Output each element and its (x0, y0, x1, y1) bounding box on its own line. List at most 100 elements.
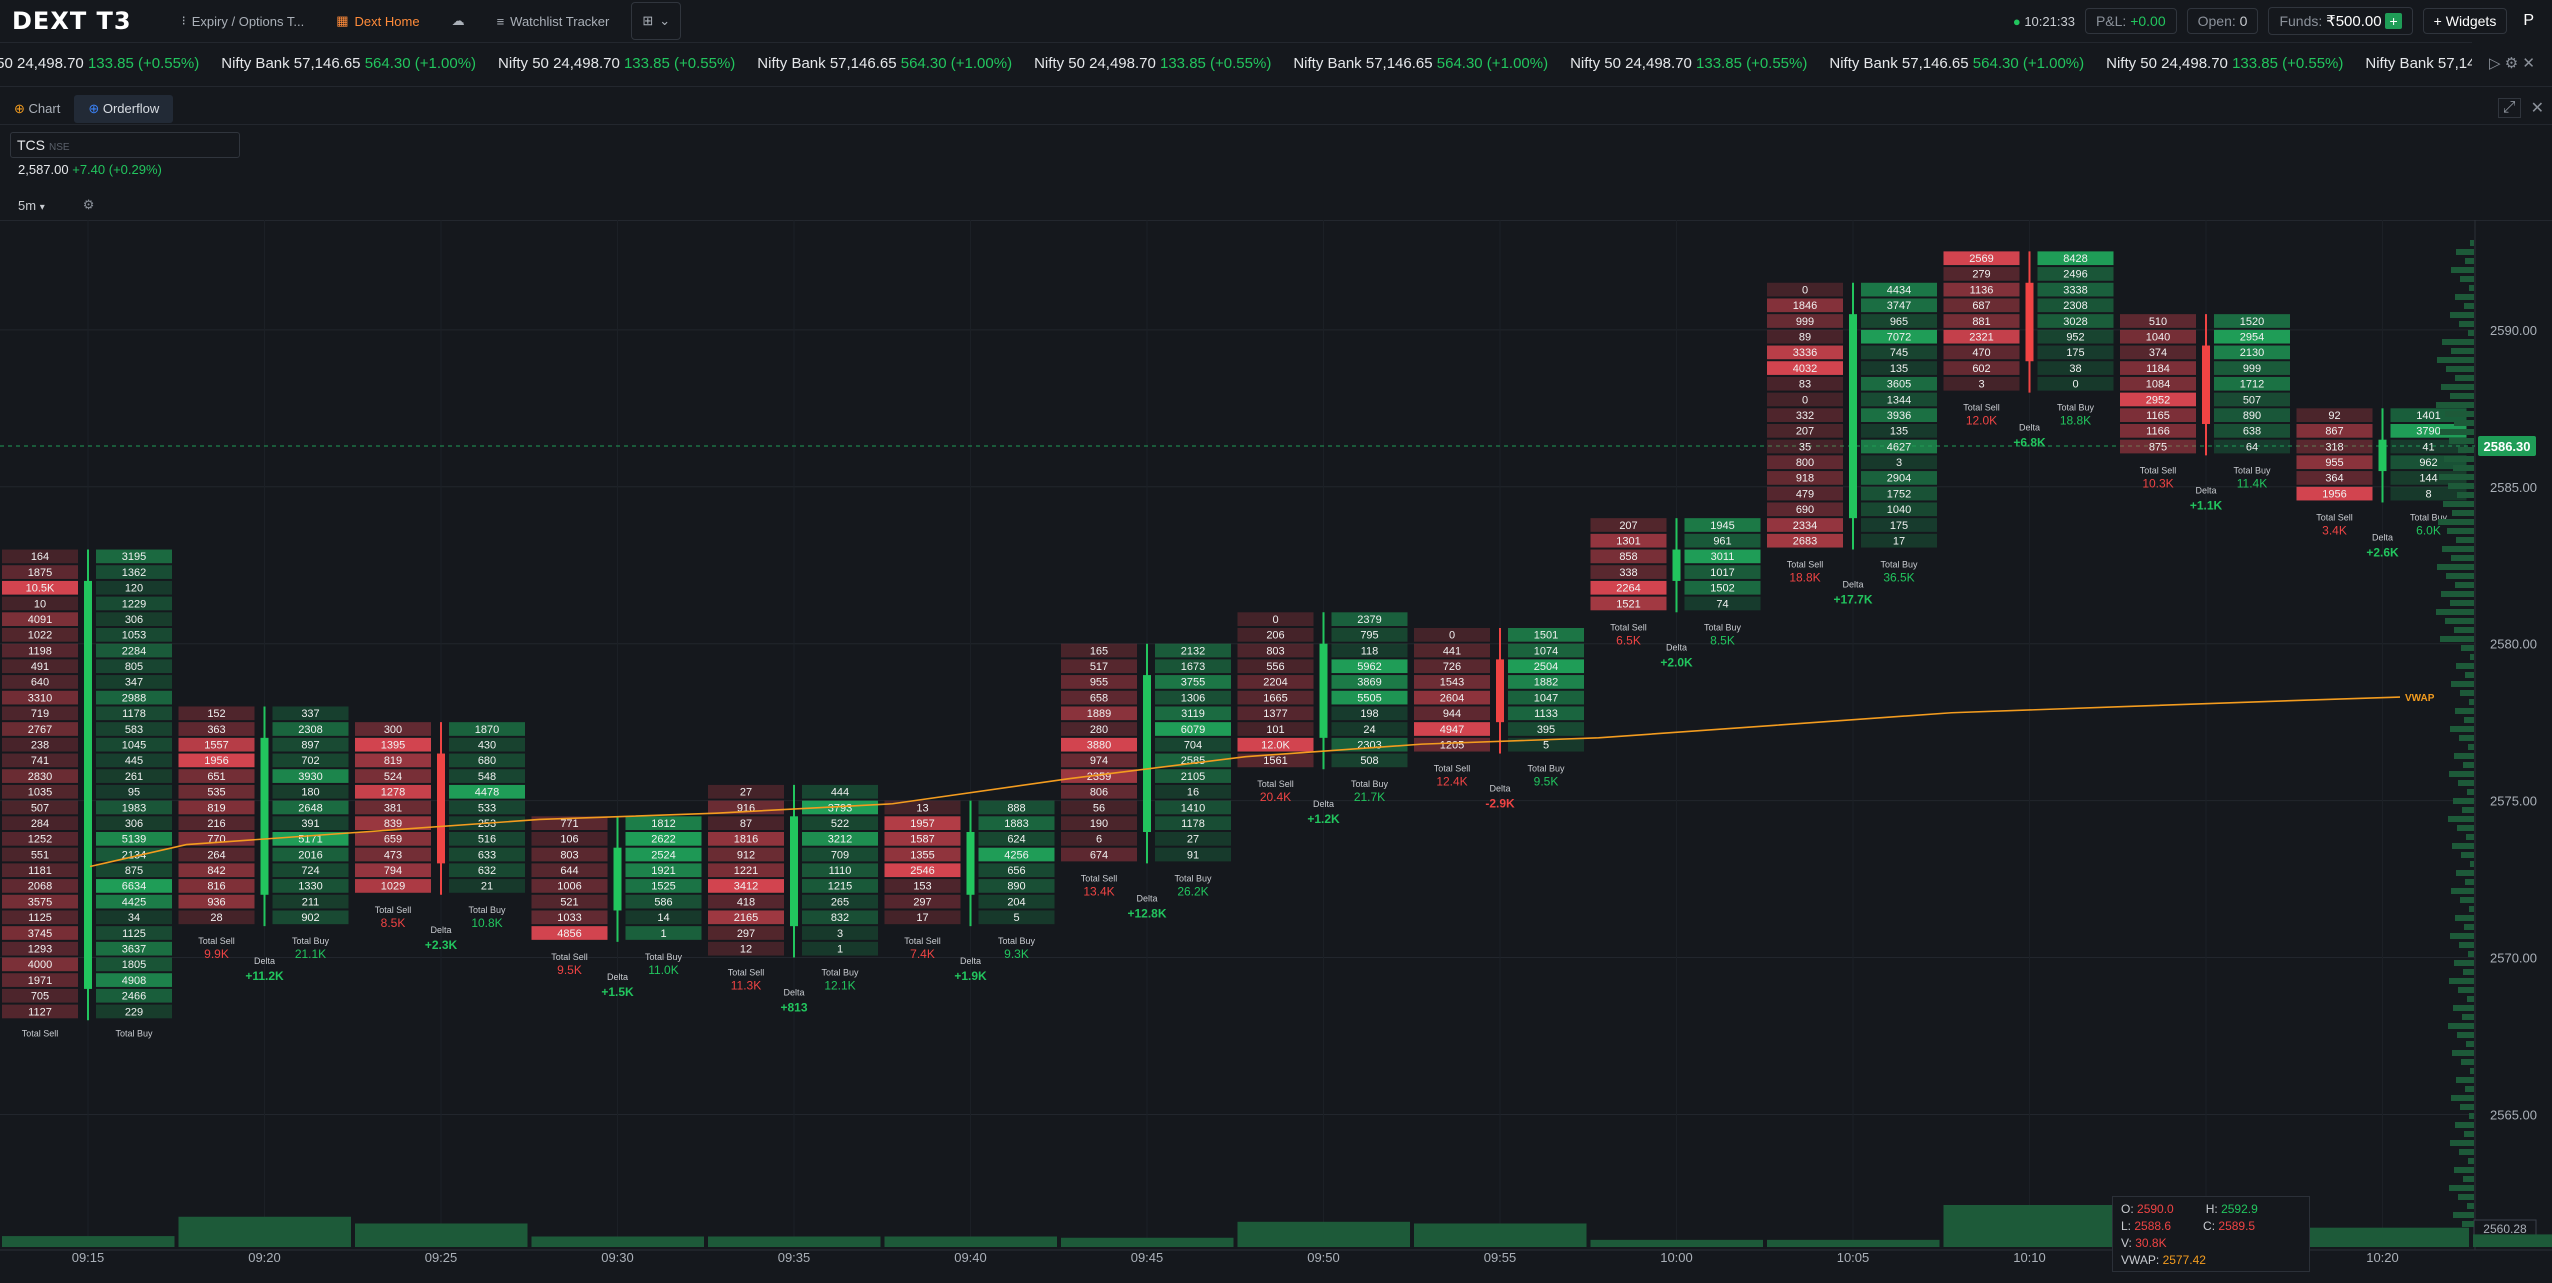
symbol-search-input[interactable]: TCS NSE (10, 132, 240, 158)
sell-cell (2296, 455, 2373, 470)
profile-bar (2465, 258, 2474, 264)
ticker-name: Nifty Bank (757, 55, 830, 72)
sell-value: 1816 (734, 834, 758, 846)
sell-cell (1943, 267, 2020, 281)
buy-cell (2214, 361, 2290, 375)
ticker-item[interactable]: Nifty Bank 57,146.65 564.30 (+1.00%) (1293, 42, 1548, 86)
sell-cell (2120, 376, 2196, 391)
ticker-item[interactable]: Nifty Bank 57,146.65 564.30 (+1.00%) (757, 42, 1012, 86)
footprint-chart[interactable]: 2565.00 2570.00 2575.00 2580.00 2585.00 2590.… (0, 220, 2552, 1283)
ticker-price: 57,146.65 (829, 55, 901, 72)
buy-cell (96, 612, 172, 626)
buy-cell (1861, 361, 1937, 375)
x-tick-label: 10:00 (1660, 1250, 1693, 1265)
delta-label: Delta (2195, 485, 2216, 495)
profile-bar (2470, 654, 2474, 660)
symbol-change: +7.40 (+0.29%) (72, 162, 162, 177)
profile-bar (2456, 1077, 2474, 1083)
profile-bar (2470, 1068, 2474, 1074)
ticker-item[interactable]: Nifty 50 24,498.70 133.85 (+0.55%) (1570, 42, 1807, 86)
buy-value: 8428 (2063, 253, 2087, 265)
last-price-tag (2478, 435, 2536, 456)
sell-value: 1293 (28, 944, 52, 956)
buy-cell (96, 659, 172, 674)
ticker-strip: Nifty 50 24,498.70 133.85 (+0.55%) Nifty … (0, 42, 2552, 87)
sell-value: 936 (207, 896, 225, 908)
buy-cell (1155, 784, 1231, 799)
ticker-item[interactable]: Nifty Bank 57,146.65 564.30 (+1.00%) (221, 42, 476, 86)
sell-value: 264 (207, 849, 225, 861)
gear-icon[interactable]: ⚙ (2504, 55, 2519, 72)
play-icon[interactable]: ▷ (2489, 55, 2501, 72)
tab-expiry-options[interactable]: ⁝ Expiry / Options T... (172, 7, 315, 35)
buy-value: 38 (2069, 363, 2081, 375)
chevron-down-icon: ⌄ (659, 13, 671, 28)
sell-value: 4856 (557, 928, 581, 940)
ticker-item[interactable]: Nifty 50 24,498.70 133.85 (+0.55%) (1034, 42, 1271, 86)
sell-cell (1061, 832, 1137, 846)
settings-icon[interactable]: ⚙ (82, 197, 95, 212)
profile-bar (2466, 834, 2474, 840)
profile-bar (2455, 708, 2474, 714)
sell-cell (708, 863, 784, 878)
layout-dropdown[interactable]: ⊞ ⌄ (631, 2, 682, 40)
timeframe-dropdown[interactable]: 5m ▾ (18, 198, 45, 213)
buy-value: 1805 (122, 959, 146, 971)
sell-cell (1767, 298, 1843, 313)
avatar[interactable]: P (2523, 12, 2534, 29)
close-panel-icon[interactable]: ✕ (2530, 100, 2544, 117)
total-sell-value: 3.4K (2322, 523, 2347, 537)
sell-cell (2, 769, 78, 783)
profile-bar (2440, 429, 2474, 435)
sell-cell (2120, 361, 2196, 375)
tab-dext-home[interactable]: ▦ Dext Home (326, 7, 429, 35)
buy-cell (1331, 675, 1408, 689)
ticker-item[interactable]: Nifty 50 24,498.70 133.85 (+0.55%) (2106, 42, 2343, 86)
sell-value: 152 (207, 708, 225, 720)
ticker-item[interactable]: Nifty 50 24,498.70 133.85 (+0.55%) (0, 42, 199, 86)
sell-cell (2120, 439, 2196, 454)
add-funds-button[interactable]: + (2385, 13, 2402, 29)
ticker-item[interactable]: Nifty Bank 57,146.65 564.30 (+1.00%) (1829, 42, 2084, 86)
tab-watchlist-tracker[interactable]: ≡ Watchlist Tracker (487, 7, 620, 35)
buy-cell (802, 863, 878, 878)
profile-bar (2463, 762, 2474, 768)
sell-cell (1414, 722, 1490, 736)
sell-value: 0 (1802, 284, 1808, 296)
widgets-button[interactable]: + Widgets (2422, 8, 2508, 34)
sell-cell (355, 769, 431, 783)
sell-value: 13 (916, 802, 928, 814)
sell-cell (2, 580, 78, 595)
sell-value: 912 (737, 849, 755, 861)
buy-value: 1525 (651, 881, 675, 893)
delta-label: Delta (1666, 642, 1687, 652)
cloud-button[interactable]: ☁ (442, 7, 475, 35)
sell-cell (531, 847, 608, 862)
sell-cell (2, 596, 78, 611)
maximize-icon[interactable]: ⤢ (2497, 98, 2521, 118)
buy-cell (1331, 722, 1408, 736)
sell-value: 858 (1619, 551, 1637, 563)
buy-value: 444 (831, 787, 849, 799)
tab-chart[interactable]: ⊕ Chart (0, 95, 74, 123)
buy-cell (449, 847, 525, 862)
sell-value: 556 (1266, 661, 1284, 673)
ticker-item[interactable]: Nifty 50 24,498.70 133.85 (+0.55%) (498, 42, 735, 86)
tab-orderflow[interactable]: ⊕ Orderflow (74, 95, 174, 123)
sell-value: 674 (1090, 849, 1108, 861)
close-icon[interactable]: ✕ (2522, 55, 2535, 72)
delta-value: +1.9K (954, 969, 987, 983)
sell-value: 658 (1090, 692, 1108, 704)
buy-value: 1 (660, 928, 666, 940)
sell-value: 56 (1093, 802, 1105, 814)
profile-bar (2453, 798, 2474, 804)
sell-cell (2, 800, 78, 815)
sell-value: 92 (2328, 410, 2340, 422)
ticker-name: Nifty Bank (221, 55, 294, 72)
profile-bar (2464, 924, 2474, 930)
y-tick-label: 2590.00 (2490, 323, 2537, 338)
buy-value: 1 (837, 944, 843, 956)
buy-value: 21 (481, 881, 493, 893)
buy-value: 24 (1363, 724, 1375, 736)
buy-cell (625, 832, 702, 846)
